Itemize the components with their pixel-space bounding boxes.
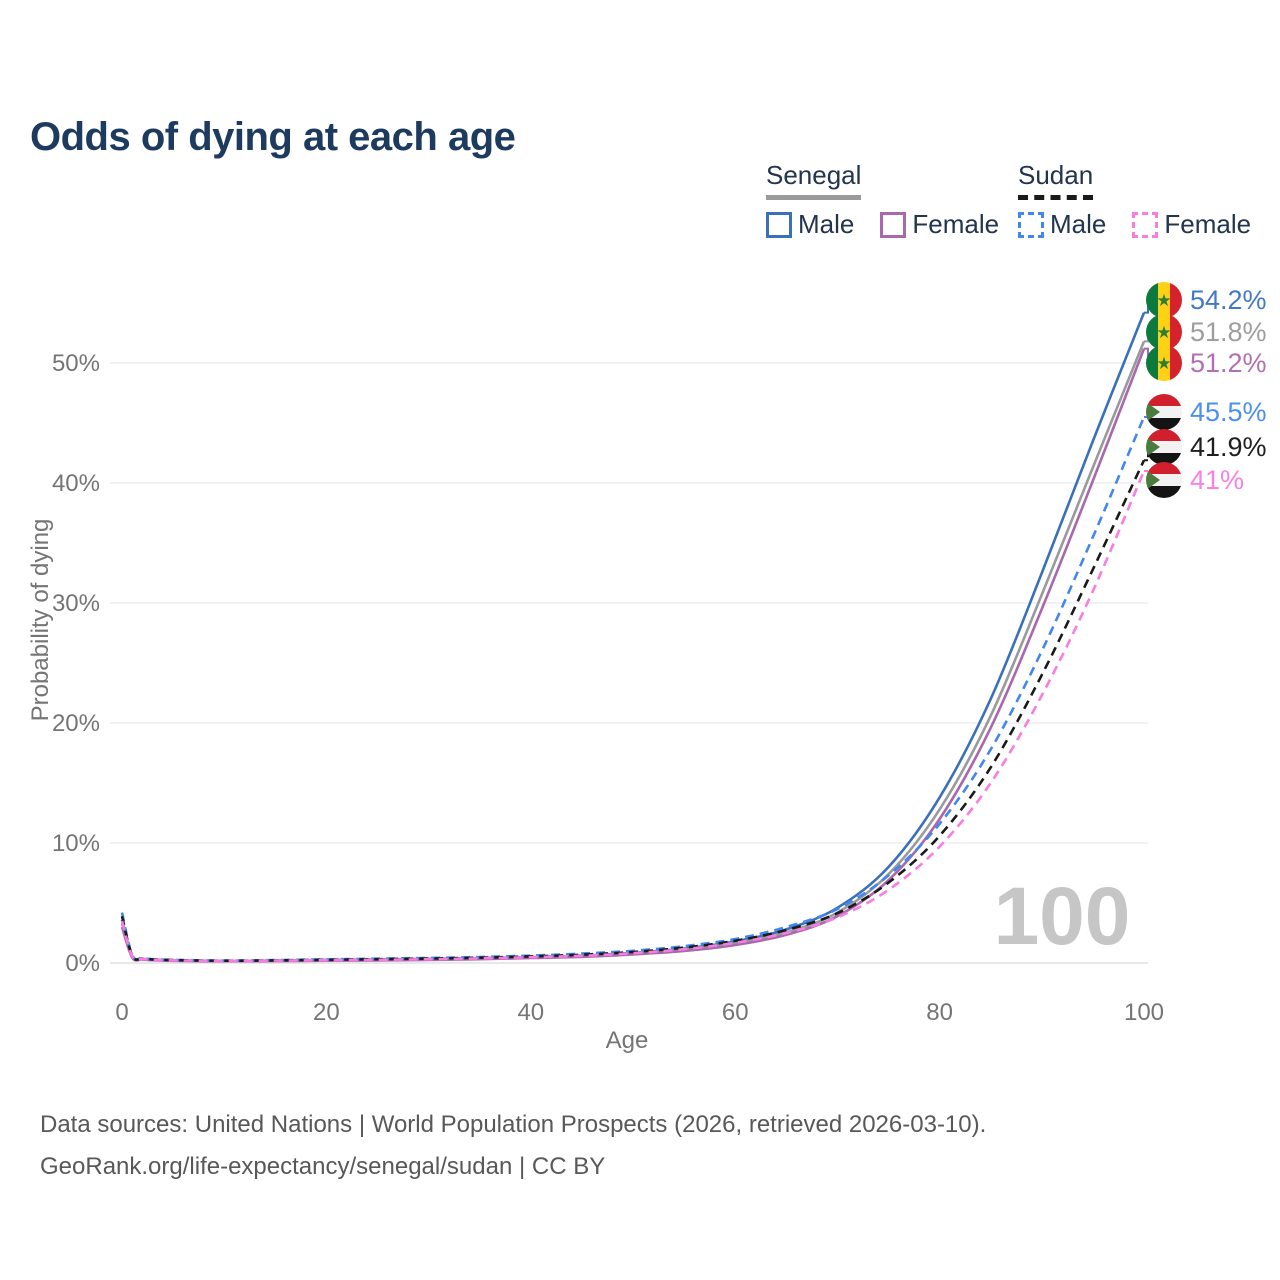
y-axis-label: Probability of dying [27, 519, 54, 722]
x-tick-label: 0 [115, 999, 128, 1026]
series-curves [120, 312, 1146, 963]
end-row-senegal-male: ★ 54.2% [1146, 282, 1267, 318]
x-tick-label: 20 [313, 999, 340, 1026]
end-row-sudan-both: 41.9% [1146, 429, 1267, 465]
y-tick-label: 0% [65, 950, 100, 977]
legend-country-senegal[interactable]: Senegal [766, 160, 862, 200]
y-tick-label: 40% [52, 470, 100, 497]
x-tick-label: 40 [517, 999, 544, 1026]
end-value-label: 51.8% [1190, 316, 1267, 347]
gridlines [110, 362, 1148, 964]
legend-item-senegal-male[interactable]: Male [766, 209, 854, 240]
end-value-label: 54.2% [1190, 284, 1267, 315]
end-row-sudan-female: 41% [1146, 462, 1244, 498]
data-source-footer: Data sources: United Nations | World Pop… [40, 1104, 986, 1188]
x-tick-label: 60 [722, 999, 749, 1026]
senegal-flag-icon: ★ [1146, 282, 1182, 318]
sudan-female-swatch-icon [1132, 211, 1159, 238]
sudan-male-swatch-icon [1018, 211, 1044, 238]
y-tick-label: 10% [52, 830, 100, 857]
sudan-flag-icon [1146, 429, 1182, 465]
senegal-flag-icon: ★ [1146, 314, 1182, 350]
legend-group-sudan: Sudan Male Female [1018, 160, 1251, 240]
series-line-sudan-female [120, 470, 1146, 963]
senegal-male-swatch-icon [766, 211, 792, 238]
sudan-flag-triangle [1146, 402, 1160, 422]
legend-group-senegal: Senegal Male Female [766, 160, 999, 240]
series-line-sudan-both-sexes [120, 459, 1146, 963]
x-axis-label: Age [606, 1027, 649, 1054]
end-value-label: 51.2% [1190, 347, 1267, 378]
star-icon: ★ [1156, 353, 1172, 373]
sudan-flag-triangle [1146, 437, 1160, 457]
footer-line-2: GeoRank.org/life-expectancy/senegal/suda… [40, 1153, 606, 1180]
sudan-flag-icon [1146, 394, 1182, 430]
x-tick-label: 100 [1124, 999, 1164, 1026]
star-icon: ★ [1156, 322, 1172, 342]
series-line-senegal-female [120, 348, 1146, 963]
end-value-label: 45.5% [1190, 396, 1267, 427]
end-value-label: 41.9% [1190, 431, 1267, 462]
senegal-female-swatch-icon [880, 211, 907, 238]
x-tick-label: 80 [926, 999, 953, 1026]
legend-label: Female [1164, 209, 1252, 239]
footer-line-1: Data sources: United Nations | World Pop… [40, 1111, 987, 1138]
legend-label: Male [1050, 209, 1107, 239]
legend-item-senegal-female[interactable]: Female [880, 209, 999, 240]
series-line-senegal-both-sexes [120, 340, 1146, 963]
legend-label: Male [798, 209, 855, 239]
y-tick-label: 30% [52, 590, 100, 617]
legend-item-sudan-male[interactable]: Male [1018, 209, 1106, 240]
series-line-senegal-male [120, 312, 1146, 963]
sudan-flag-icon [1146, 462, 1182, 498]
series-line-sudan-male [120, 416, 1146, 962]
senegal-flag-icon: ★ [1146, 345, 1182, 381]
end-value-label: 41% [1190, 464, 1245, 495]
age-counter-watermark: 100 [994, 871, 1131, 962]
y-tick-label: 20% [52, 710, 100, 737]
y-axis-ticks: 0% 10% 20% 30% 40% 50% [52, 350, 100, 977]
sudan-flag-triangle [1146, 470, 1160, 490]
end-row-senegal-female: ★ 51.2% [1146, 345, 1267, 381]
page-title: Odds of dying at each age [30, 114, 516, 159]
legend-country-sudan[interactable]: Sudan [1018, 160, 1094, 200]
legend-label: Female [912, 209, 1000, 239]
y-tick-label: 50% [52, 350, 100, 377]
end-row-sudan-male: 45.5% [1146, 394, 1267, 430]
x-axis-ticks: 0 20 40 60 80 100 [115, 999, 1164, 1026]
legend-item-sudan-female[interactable]: Female [1132, 209, 1251, 240]
star-icon: ★ [1156, 290, 1172, 310]
end-row-senegal-both: ★ 51.8% [1146, 314, 1267, 350]
